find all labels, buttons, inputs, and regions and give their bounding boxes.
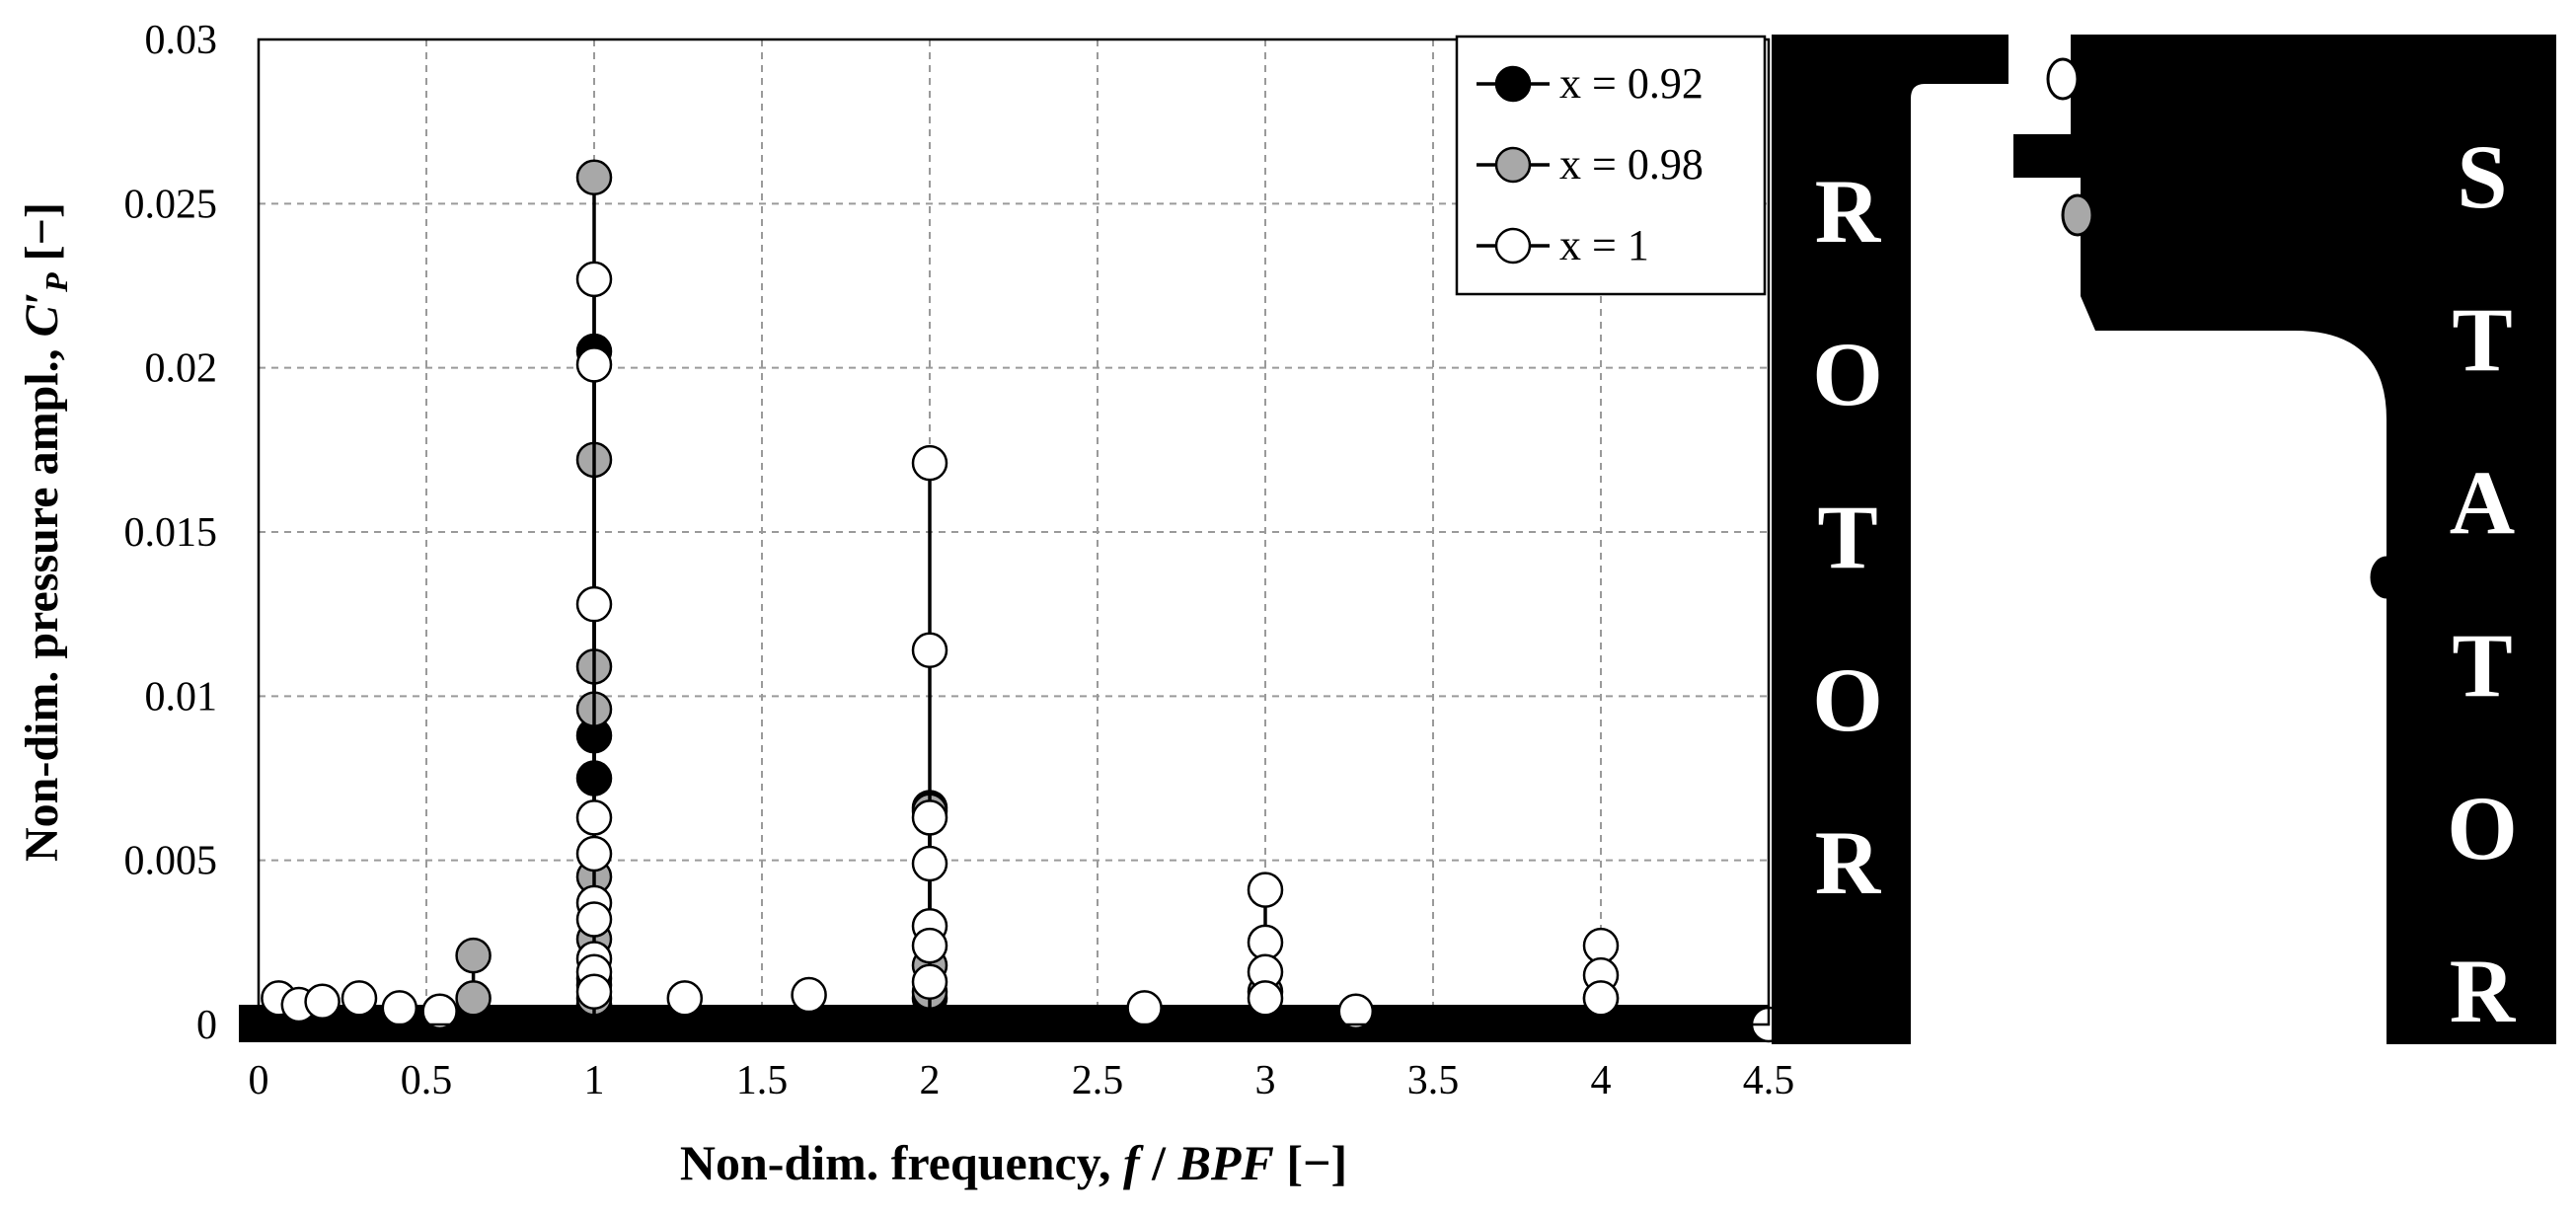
plot-frame [257, 38, 1771, 1026]
x-tick-label: 0 [249, 1058, 269, 1103]
data-point [575, 799, 613, 836]
data-point [575, 585, 613, 623]
stator-letter: T [2452, 289, 2512, 390]
y-tick-label: 0.02 [145, 346, 218, 392]
x-tick-label: 4 [1591, 1058, 1612, 1103]
stator-letter: A [2450, 452, 2515, 553]
data-point [911, 845, 948, 882]
y-axis-label-symbol: C′ [16, 292, 68, 338]
y-axis-label: Non-dim. pressure ampl., C′P [−] [16, 202, 74, 862]
y-tick-label: 0 [196, 1003, 217, 1048]
x-axis-label-unit: [−] [1274, 1135, 1347, 1190]
data-point [911, 963, 948, 1001]
stator-letter: S [2457, 126, 2507, 227]
data-point [911, 444, 948, 482]
y-tick-label: 0.01 [145, 674, 218, 720]
data-point [304, 983, 341, 1020]
sensor-marker [2370, 556, 2403, 599]
data-point [575, 261, 613, 298]
x-tick-label: 0.5 [401, 1058, 453, 1103]
data-point [911, 927, 948, 964]
x-axis-label-bpf: BPF [1177, 1135, 1274, 1190]
x-tick-label: 3 [1255, 1058, 1276, 1103]
legend-entry: x = 0.98 [1477, 140, 1704, 189]
x-tick-label: 4.5 [1743, 1058, 1795, 1103]
y-tick-labels: 0 0.005 0.01 0.015 0.02 0.025 0.03 [124, 18, 218, 1048]
rotor-letter: R [1815, 812, 1882, 913]
data-point [1337, 993, 1375, 1029]
data-point [1247, 872, 1284, 908]
legend-label: x = 1 [1559, 221, 1649, 269]
legend-label: x = 0.92 [1559, 59, 1704, 108]
data-point [381, 990, 418, 1026]
data-point [1247, 980, 1284, 1017]
series-x-1 [261, 261, 1787, 1043]
rotor-letter: R [1815, 161, 1882, 262]
data-point [455, 937, 492, 974]
series-layer [239, 159, 1787, 1043]
stator-body [2013, 35, 2556, 1044]
rotor-body [1772, 35, 2008, 1044]
x-tick-label: 2.5 [1072, 1058, 1124, 1103]
x-axis-label: Non-dim. frequency, f / BPF [−] [680, 1135, 1347, 1190]
data-point [421, 993, 458, 1029]
stator-letter: T [2452, 615, 2512, 716]
data-point [575, 901, 613, 938]
y-tick-label: 0.025 [124, 182, 218, 227]
legend: x = 0.92 x = 0.98 x = 1 [1455, 35, 1767, 296]
data-point [341, 980, 378, 1017]
data-point [911, 799, 948, 836]
stator-letter: O [2447, 778, 2518, 878]
data-point [911, 632, 948, 669]
sensor-marker [2046, 57, 2080, 101]
y-tick-label: 0.015 [124, 510, 218, 556]
legend-label: x = 0.98 [1559, 140, 1704, 189]
data-point [666, 980, 704, 1017]
data-point [575, 835, 613, 873]
legend-marker [1494, 65, 1532, 103]
legend-entry: x = 0.92 [1477, 59, 1704, 108]
x-tick-label: 3.5 [1407, 1058, 1460, 1103]
rotor-letter: O [1812, 649, 1883, 750]
y-axis-label-subscript: P [38, 272, 74, 293]
x-tick-label: 2 [920, 1058, 941, 1103]
sensor-marker [2061, 193, 2094, 237]
data-point [575, 159, 613, 195]
legend-marker [1494, 146, 1532, 184]
rotor-letter: T [1817, 487, 1877, 587]
y-axis-label-prefix: Non-dim. pressure ampl., [16, 337, 68, 862]
legend-entry: x = 1 [1477, 221, 1649, 269]
stator-letter: R [2450, 941, 2517, 1041]
data-point [1126, 990, 1163, 1026]
y-tick-label: 0.005 [124, 839, 218, 884]
x-axis-label-prefix: Non-dim. frequency, [680, 1135, 1123, 1190]
data-point [575, 346, 613, 383]
y-axis-label-unit: [−] [16, 202, 68, 272]
x-axis-label-f: f [1123, 1135, 1144, 1190]
data-point [455, 980, 492, 1017]
data-point [791, 976, 827, 1014]
x-axis-label-slash: / [1140, 1135, 1178, 1190]
series-clip-group [239, 159, 1787, 1043]
x-tick-label: 1.5 [736, 1058, 789, 1103]
x-tick-label: 1 [584, 1058, 605, 1103]
y-tick-label: 0.03 [145, 18, 218, 63]
x-tick-labels: 0 0.5 1 1.5 2 2.5 3 3.5 4 4.5 [249, 1058, 1795, 1103]
legend-marker [1494, 227, 1532, 265]
data-point [1582, 980, 1620, 1017]
rotor-letter: O [1812, 324, 1883, 424]
sensor-markers [2046, 57, 2403, 599]
data-point [575, 973, 613, 1010]
